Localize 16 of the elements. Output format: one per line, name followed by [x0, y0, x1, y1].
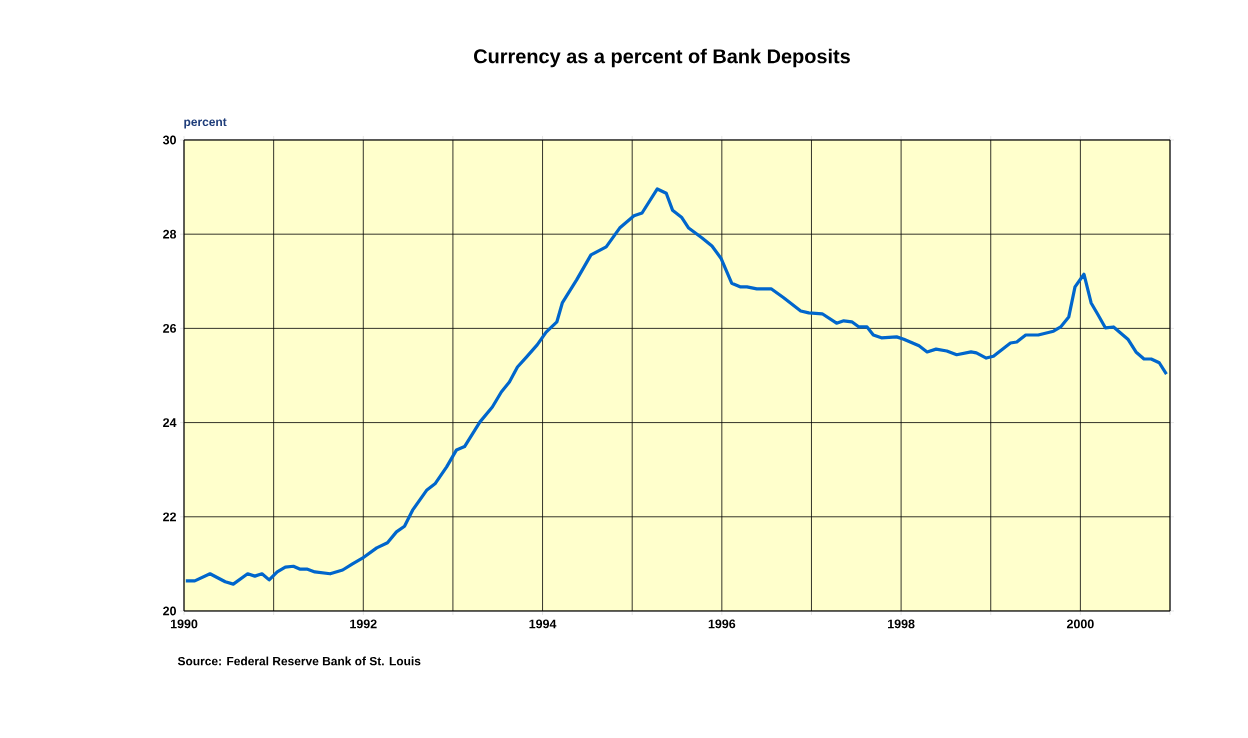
y-tick-label: 28 [163, 229, 177, 239]
y-tick-label: 30 [162, 135, 176, 145]
x-tick-label: 1998 [888, 619, 915, 629]
x-tick-label: 2000 [1066, 619, 1094, 629]
x-tick-label: 1992 [350, 619, 377, 629]
y-tick-label: 22 [163, 512, 176, 522]
y-tick-label: 26 [163, 323, 177, 333]
y-tick-label: 24 [163, 418, 177, 427]
line-series [184, 187, 1169, 586]
y-axis-title: percent [184, 118, 227, 129]
x-tick-label: 1990 [170, 619, 198, 629]
x-tick-label: 1994 [529, 619, 557, 629]
x-tick-label: 1996 [708, 619, 736, 629]
y-tick-label: 20 [163, 606, 176, 616]
source-note: Source: Federal Reserve Bank of St. Louis [177, 656, 421, 666]
chart-title: Currency as a percent of Bank Deposits [474, 48, 850, 68]
